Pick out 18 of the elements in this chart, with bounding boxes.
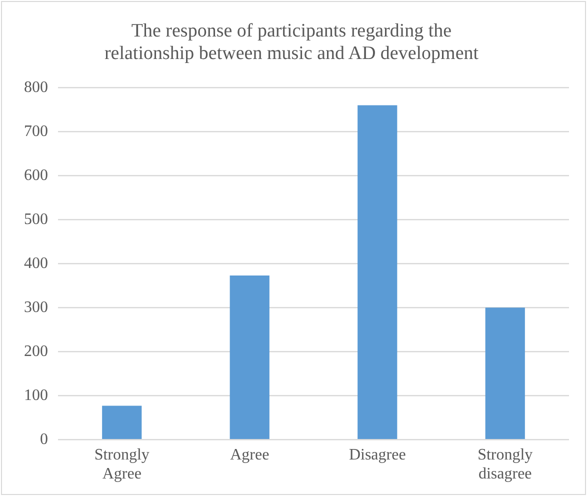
x-tick-label: Strongly disagree — [478, 446, 533, 483]
x-tick-label: Strongly Agree — [94, 446, 150, 483]
x-tick-label: Disagree — [348, 446, 406, 464]
y-tick-label: 500 — [24, 210, 48, 228]
y-tick-label: 0 — [40, 430, 48, 448]
x-tick-label: Agree — [230, 446, 270, 464]
y-tick-label: 800 — [24, 78, 48, 96]
chart-title: The response of participants regarding the relationship between music and AD development — [104, 20, 480, 64]
y-tick-label: 100 — [24, 386, 48, 404]
y-tick-label: 300 — [24, 298, 48, 316]
y-tick-label: 200 — [24, 342, 48, 360]
bar — [485, 308, 525, 439]
y-tick-label: 600 — [24, 166, 48, 184]
bar — [358, 105, 398, 439]
y-tick-label: 400 — [24, 254, 48, 272]
y-tick-label: 700 — [24, 122, 48, 140]
bar — [102, 406, 142, 439]
bar — [230, 275, 270, 439]
